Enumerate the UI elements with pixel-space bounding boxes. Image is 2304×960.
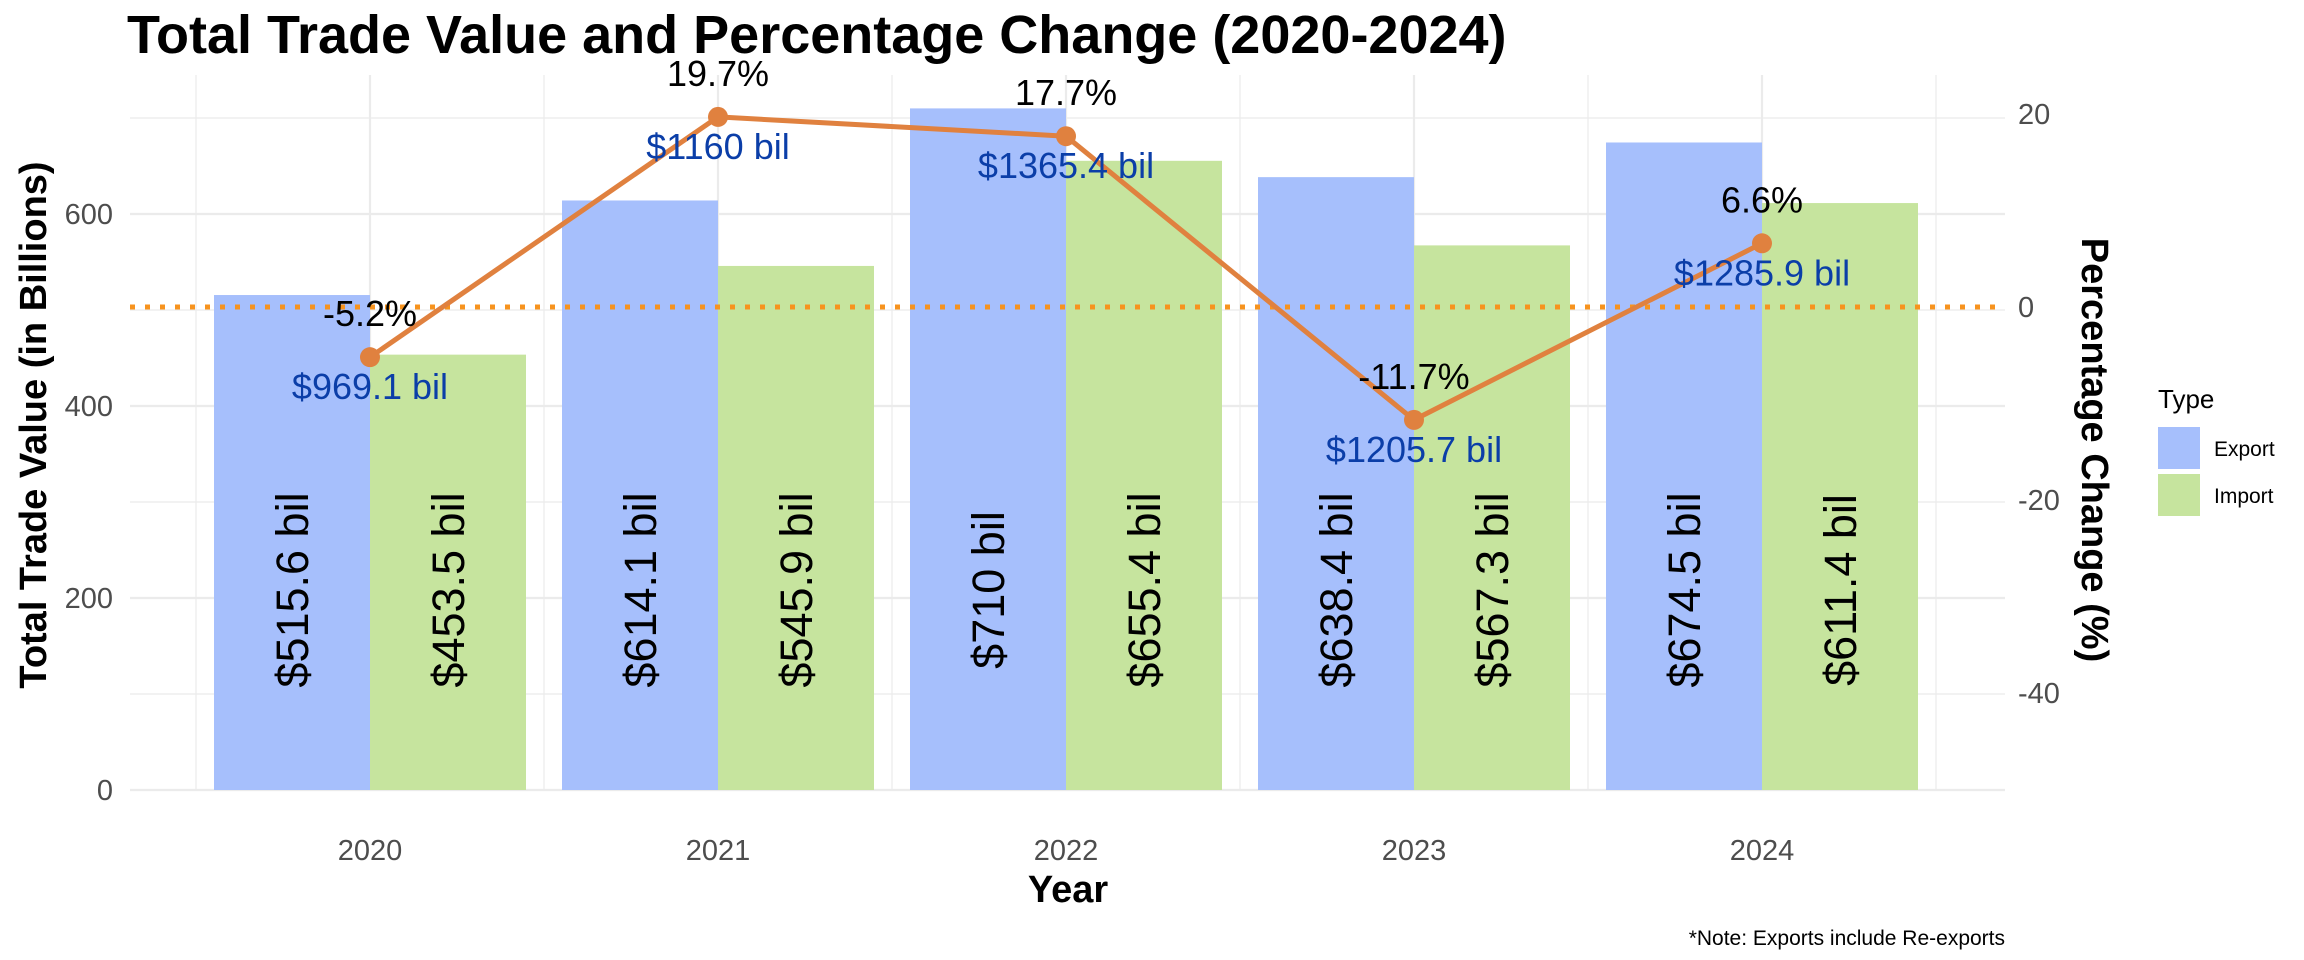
y-tick-label: 600 xyxy=(65,199,113,231)
y-tick-label: 200 xyxy=(65,583,113,615)
y2-tick-label: 0 xyxy=(2018,292,2034,324)
bar-export-2022 xyxy=(910,108,1066,790)
total-trade-label: $1285.9 bil xyxy=(1674,252,1850,293)
legend-title: Type xyxy=(2158,384,2214,414)
bar-value-label: $614.1 bil xyxy=(615,492,666,687)
total-trade-label: $1205.7 bil xyxy=(1326,429,1502,470)
legend-swatch-export xyxy=(2158,427,2200,469)
pct-change-label: 19.7% xyxy=(667,53,769,94)
bar-value-label: $567.3 bil xyxy=(1467,492,1518,687)
legend-swatch-import xyxy=(2158,474,2200,516)
y-axis-title: Total Trade Value (in Billions) xyxy=(13,161,55,688)
bars xyxy=(214,108,1918,791)
pct-change-label: 6.6% xyxy=(1721,179,1803,220)
bar-value-label: $515.6 bil xyxy=(267,492,318,687)
y2-tick-label: 20 xyxy=(2018,99,2050,131)
bar-import-2023 xyxy=(1414,245,1570,791)
total-trade-label: $1160 bil xyxy=(646,126,789,167)
bar-export-2024 xyxy=(1606,142,1762,791)
bar-value-label: $655.4 bil xyxy=(1119,492,1170,687)
bar-value-label: $453.5 bil xyxy=(423,492,474,687)
pct-change-label: 17.7% xyxy=(1015,72,1117,113)
footnote: *Note: Exports include Re-exports xyxy=(1689,927,2005,950)
pct-change-point xyxy=(1056,126,1076,147)
bar-value-label: $545.9 bil xyxy=(771,492,822,687)
pct-change-point xyxy=(1404,409,1424,430)
pct-change-label: -5.2% xyxy=(323,293,417,334)
bar-export-2021 xyxy=(562,200,718,791)
chart-title: Total Trade Value and Percentage Change … xyxy=(127,5,1507,65)
bar-import-2021 xyxy=(718,265,874,790)
y2-tick-label: -40 xyxy=(2018,678,2060,710)
legend-label-import: Import xyxy=(2214,485,2274,508)
pct-change-point xyxy=(360,347,380,368)
pct-change-label: -11.7% xyxy=(1358,356,1469,397)
bar-value-label: $710 bil xyxy=(963,511,1014,669)
pct-change-point xyxy=(708,106,728,127)
bar-import-2022 xyxy=(1066,160,1222,791)
x-tick-label: 2021 xyxy=(686,835,751,867)
x-tick-label: 2022 xyxy=(1034,835,1099,867)
y-tick-label: 0 xyxy=(97,775,113,807)
legend-label-export: Export xyxy=(2214,438,2275,461)
bar-value-label: $674.5 bil xyxy=(1659,492,1710,687)
pct-change-point xyxy=(1752,233,1772,254)
x-axis-title: Year xyxy=(1028,869,1109,911)
bar-value-label: $638.4 bil xyxy=(1311,492,1362,687)
y2-tick-label: -20 xyxy=(2018,485,2060,517)
bar-import-2024 xyxy=(1762,203,1918,790)
legend: Type Export Import xyxy=(2158,384,2275,516)
bar-export-2020 xyxy=(214,295,370,790)
y-tick-label: 400 xyxy=(65,391,113,423)
x-tick-label: 2023 xyxy=(1382,835,1447,867)
y2-axis-title: Percentage Change (%) xyxy=(2073,238,2115,662)
pct-change-line-group: -5.2% $969.1 bil 19.7% $1160 bil 17.7% $1365.… xyxy=(130,53,2005,470)
total-trade-label: $969.1 bil xyxy=(292,366,448,407)
bar-export-2023 xyxy=(1258,177,1414,791)
bar-value-label: $611.4 bil xyxy=(1815,494,1866,686)
bar-labels: $515.6 bil $614.1 bil $710 bil $638.4 bil $6… xyxy=(267,492,1866,687)
total-trade-label: $1365.4 bil xyxy=(978,145,1154,186)
x-tick-label: 2020 xyxy=(338,835,403,867)
bar-import-2020 xyxy=(370,354,526,790)
x-tick-label: 2024 xyxy=(1730,835,1795,867)
